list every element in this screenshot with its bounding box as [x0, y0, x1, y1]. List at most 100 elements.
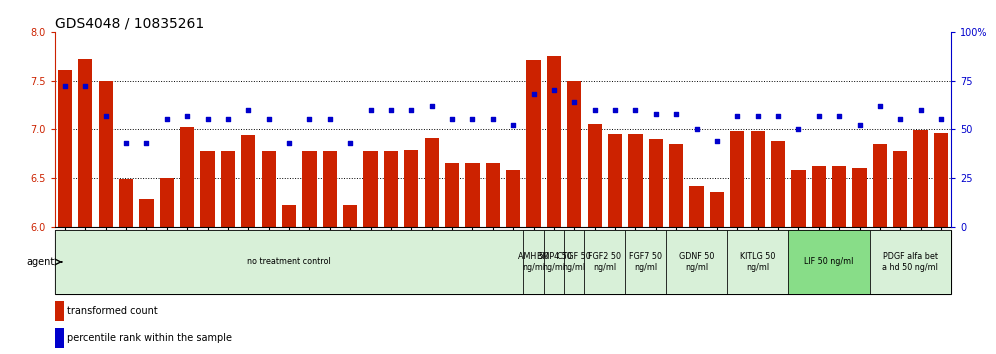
Point	[98, 113, 114, 118]
Bar	[523, 230, 544, 294]
Text: AMH 50
ng/ml: AMH 50 ng/ml	[518, 252, 549, 272]
Point	[668, 111, 684, 116]
Bar	[343, 205, 358, 227]
Bar	[710, 192, 724, 227]
Bar	[282, 205, 296, 227]
Bar	[870, 230, 951, 294]
Bar	[751, 131, 765, 227]
Point	[261, 116, 277, 122]
Bar	[669, 144, 683, 227]
Text: BMP4 50
ng/ml: BMP4 50 ng/ml	[537, 252, 572, 272]
Bar	[221, 151, 235, 227]
Point	[567, 99, 583, 105]
Point	[750, 113, 766, 118]
Bar	[486, 163, 500, 227]
Bar	[564, 230, 585, 294]
Bar	[79, 59, 93, 227]
Text: LIF 50 ng/ml: LIF 50 ng/ml	[804, 257, 854, 267]
Point	[464, 116, 480, 122]
Text: percentile rank within the sample: percentile rank within the sample	[67, 333, 232, 343]
Point	[872, 103, 887, 109]
Bar	[55, 230, 523, 294]
Bar	[547, 56, 561, 227]
Point	[791, 126, 807, 132]
Bar	[648, 139, 663, 227]
Bar	[934, 133, 948, 227]
Point	[811, 113, 827, 118]
Point	[688, 126, 704, 132]
Point	[526, 91, 542, 97]
Point	[423, 103, 439, 109]
Bar	[913, 130, 927, 227]
Bar	[383, 151, 398, 227]
Bar	[364, 151, 377, 227]
Bar	[791, 170, 806, 227]
Point	[159, 116, 175, 122]
Text: GDNF 50
ng/ml: GDNF 50 ng/ml	[679, 252, 714, 272]
Point	[832, 113, 848, 118]
Point	[709, 138, 725, 144]
Bar	[771, 141, 785, 227]
Point	[363, 107, 378, 113]
Point	[403, 107, 419, 113]
Bar	[853, 168, 867, 227]
Point	[281, 140, 297, 145]
Bar	[139, 199, 153, 227]
Text: FGF2 50
ng/ml: FGF2 50 ng/ml	[589, 252, 622, 272]
Point	[199, 116, 215, 122]
Bar	[832, 166, 847, 227]
Bar	[180, 127, 194, 227]
Bar	[608, 134, 622, 227]
Bar	[55, 328, 64, 348]
Point	[322, 116, 338, 122]
Point	[179, 113, 195, 118]
Text: no treatment control: no treatment control	[247, 257, 331, 267]
Point	[57, 84, 73, 89]
Text: KITLG 50
ng/ml: KITLG 50 ng/ml	[740, 252, 775, 272]
Point	[852, 122, 868, 128]
Bar	[689, 185, 703, 227]
Bar	[727, 230, 788, 294]
Point	[892, 116, 908, 122]
Bar	[99, 81, 113, 227]
Bar	[628, 134, 642, 227]
Point	[485, 116, 501, 122]
Bar	[527, 60, 541, 227]
Point	[933, 116, 949, 122]
Text: FGF7 50
ng/ml: FGF7 50 ng/ml	[629, 252, 662, 272]
Point	[587, 107, 603, 113]
Bar	[424, 138, 439, 227]
Bar	[588, 124, 602, 227]
Bar	[465, 163, 479, 227]
Point	[627, 107, 643, 113]
Text: CTGF 50
ng/ml: CTGF 50 ng/ml	[558, 252, 592, 272]
Text: PDGF alfa bet
a hd 50 ng/ml: PDGF alfa bet a hd 50 ng/ml	[882, 252, 938, 272]
Point	[302, 116, 318, 122]
Bar	[241, 135, 255, 227]
Bar	[404, 150, 418, 227]
Bar	[119, 179, 133, 227]
Bar	[812, 166, 826, 227]
Text: GDS4048 / 10835261: GDS4048 / 10835261	[55, 17, 204, 31]
Bar	[323, 151, 337, 227]
Point	[505, 122, 521, 128]
Bar	[55, 301, 64, 321]
Point	[119, 140, 134, 145]
Point	[343, 140, 359, 145]
Point	[912, 107, 928, 113]
Point	[444, 116, 460, 122]
Bar	[58, 70, 72, 227]
Point	[138, 140, 154, 145]
Text: agent: agent	[27, 257, 55, 267]
Bar	[159, 178, 174, 227]
Point	[546, 87, 562, 93]
Bar	[506, 170, 520, 227]
Bar	[872, 144, 887, 227]
Point	[220, 116, 236, 122]
Point	[729, 113, 745, 118]
Bar	[544, 230, 564, 294]
Point	[240, 107, 256, 113]
Bar	[730, 131, 744, 227]
Bar	[303, 151, 317, 227]
Point	[647, 111, 663, 116]
